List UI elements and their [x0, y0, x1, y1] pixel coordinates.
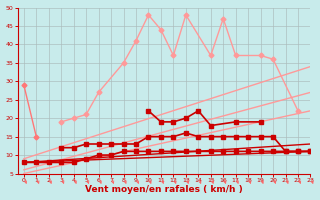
X-axis label: Vent moyen/en rafales ( km/h ): Vent moyen/en rafales ( km/h ): [85, 185, 243, 194]
